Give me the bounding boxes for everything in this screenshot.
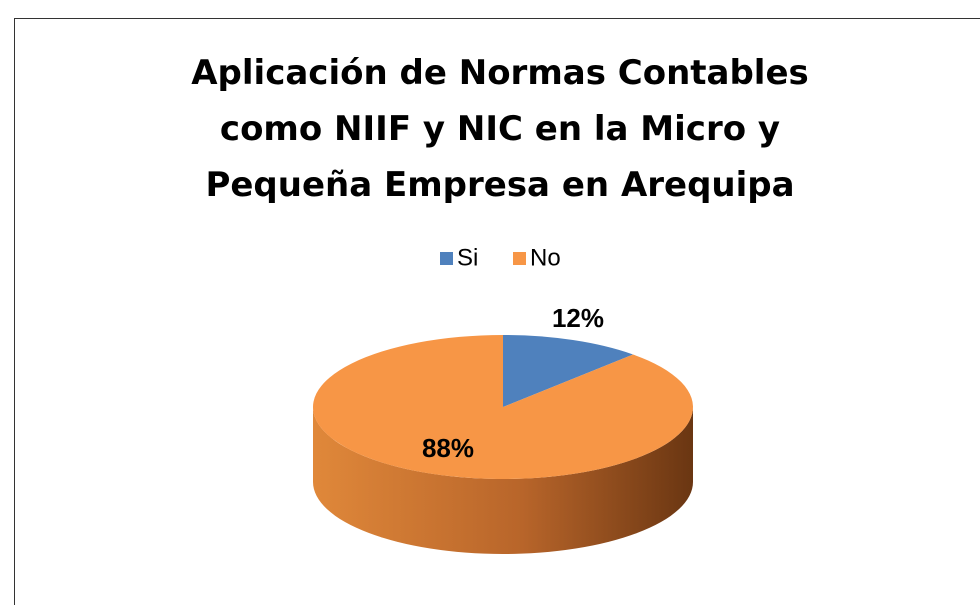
legend-label: No: [530, 244, 561, 271]
chart-title: Aplicación de Normas Contables como NIIF…: [191, 53, 809, 205]
chart-frame: [14, 18, 980, 605]
pie-slice: [503, 335, 634, 407]
data-label: 12%: [552, 303, 604, 333]
data-label: 88%: [422, 433, 474, 463]
pie-slice: [313, 335, 693, 479]
legend-swatch: [440, 252, 453, 265]
pie-side: [313, 407, 693, 554]
legend-swatch: [513, 252, 526, 265]
legend-label: Si: [457, 244, 478, 271]
